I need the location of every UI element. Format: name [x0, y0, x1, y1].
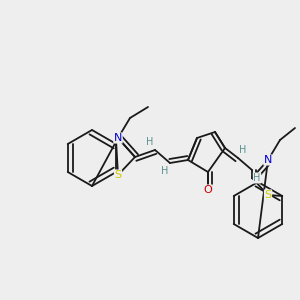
Text: S: S [264, 190, 272, 200]
Text: H: H [239, 145, 247, 155]
Text: N: N [264, 155, 272, 165]
Text: H: H [146, 137, 154, 147]
Text: S: S [114, 170, 122, 180]
Text: H: H [253, 173, 261, 183]
Text: O: O [204, 185, 212, 195]
Text: N: N [114, 133, 122, 143]
Text: H: H [161, 166, 169, 176]
